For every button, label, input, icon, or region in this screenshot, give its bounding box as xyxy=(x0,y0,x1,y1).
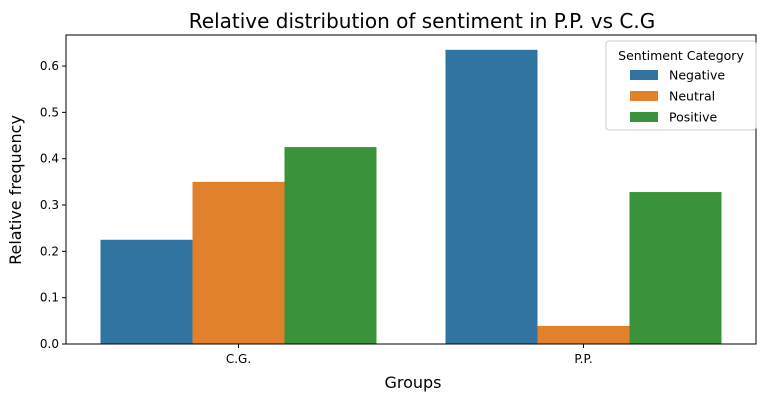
legend-title: Sentiment Category xyxy=(618,48,744,63)
y-tick-label: 0.0 xyxy=(40,337,59,351)
bar-positive-cg xyxy=(284,147,377,344)
legend: Sentiment Category Negative Neutral Positi… xyxy=(605,40,757,131)
legend-label-positive: Positive xyxy=(669,110,717,125)
legend-label-negative: Negative xyxy=(669,68,725,83)
x-tick-label: C.G. xyxy=(226,352,251,366)
x-tick-label: P.P. xyxy=(574,352,592,366)
plot-frame xyxy=(65,34,757,345)
legend-items: Negative Neutral Positive xyxy=(630,68,725,125)
legend-label-neutral: Neutral xyxy=(669,89,715,104)
bar-negative-pp xyxy=(445,49,538,344)
y-tick-label: 0.4 xyxy=(40,152,59,166)
x-axis-label: Groups xyxy=(384,373,441,392)
y-tick-label: 0.6 xyxy=(40,59,59,73)
legend-swatch-positive xyxy=(630,112,658,122)
y-tick-label: 0.2 xyxy=(40,244,59,258)
y-axis-label: Relative frequency xyxy=(6,115,25,265)
y-axis: 0.0 0.1 0.2 0.3 0.4 0.5 0.6 xyxy=(40,59,66,351)
legend-swatch-negative xyxy=(630,70,658,80)
y-tick-label: 0.5 xyxy=(40,105,59,119)
y-tick-label: 0.1 xyxy=(40,291,59,305)
legend-swatch-neutral xyxy=(630,91,658,101)
bar-positive-pp xyxy=(629,192,722,344)
bar-neutral-pp xyxy=(537,325,630,344)
bar-negative-cg xyxy=(100,239,193,344)
legend-frame xyxy=(605,40,757,131)
chart-title: Relative distribution of sentiment in P.… xyxy=(189,9,655,33)
x-axis: C.G. P.P. xyxy=(226,344,593,366)
bar-neutral-cg xyxy=(192,181,285,344)
bars-layer xyxy=(100,49,722,344)
y-tick-label: 0.3 xyxy=(40,198,59,212)
